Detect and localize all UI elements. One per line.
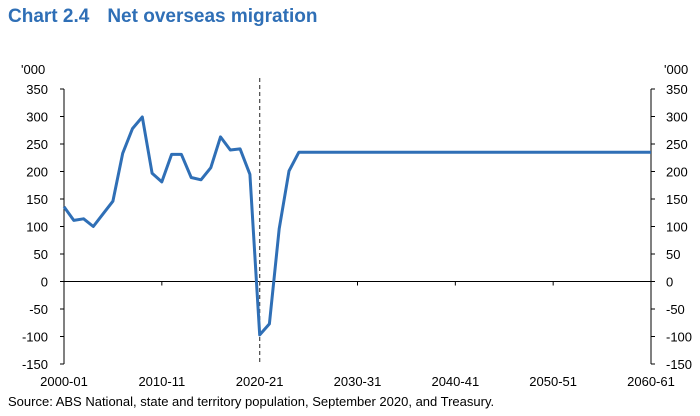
chart-title-text: Net overseas migration <box>107 6 318 27</box>
x-tick-label: 2060-61 <box>627 374 675 389</box>
y-tick-label-left: 0 <box>41 275 48 290</box>
y-tick-label-left: 100 <box>26 220 48 235</box>
y-tick-label-right: 150 <box>666 192 688 207</box>
y-tick-label-right: 250 <box>666 137 688 152</box>
y-tick-label-left: 50 <box>34 247 48 262</box>
x-tick-label: 2000-01 <box>40 374 88 389</box>
y-tick-label-left: 350 <box>26 82 48 97</box>
y-tick-label-right: -100 <box>666 330 692 345</box>
y-tick-label-right: -50 <box>666 302 685 317</box>
y-tick-label-left: 300 <box>26 110 48 125</box>
chart-title: Chart 2.4 Net overseas migration <box>8 6 317 28</box>
y-tick-label-left: 250 <box>26 137 48 152</box>
y-tick-label-left: 200 <box>26 165 48 180</box>
source-note: Source: ABS National, state and territor… <box>8 394 495 409</box>
x-tick-label: 2020-21 <box>236 374 284 389</box>
y-tick-label-left: 150 <box>26 192 48 207</box>
y-unit-label-left: '000 <box>21 62 45 77</box>
y-tick-label-right: 50 <box>666 247 680 262</box>
line-chart: -150 -150 -100 -100 -50 -50 0 0 50 50 100 100 150 150… <box>21 62 692 389</box>
y-tick-label-right: 350 <box>666 82 688 97</box>
y-unit-label-right: '000 <box>664 62 688 77</box>
x-tick-label: 2010-11 <box>138 374 185 389</box>
chart-number: Chart 2.4 <box>8 6 90 27</box>
y-tick-label-right: -150 <box>666 357 692 372</box>
series-line <box>62 115 651 337</box>
y-tick-label-left: -50 <box>29 302 48 317</box>
x-tick-label: 2050-51 <box>529 374 577 389</box>
y-tick-label-left: -150 <box>22 357 48 372</box>
x-tick-label: 2040-41 <box>431 374 479 389</box>
y-tick-label-right: 0 <box>666 275 673 290</box>
y-tick-label-left: -100 <box>22 330 48 345</box>
y-tick-label-right: 300 <box>666 110 688 125</box>
x-tick-label: 2030-31 <box>334 374 382 389</box>
y-tick-label-right: 100 <box>666 220 688 235</box>
y-tick-label-right: 200 <box>666 165 688 180</box>
